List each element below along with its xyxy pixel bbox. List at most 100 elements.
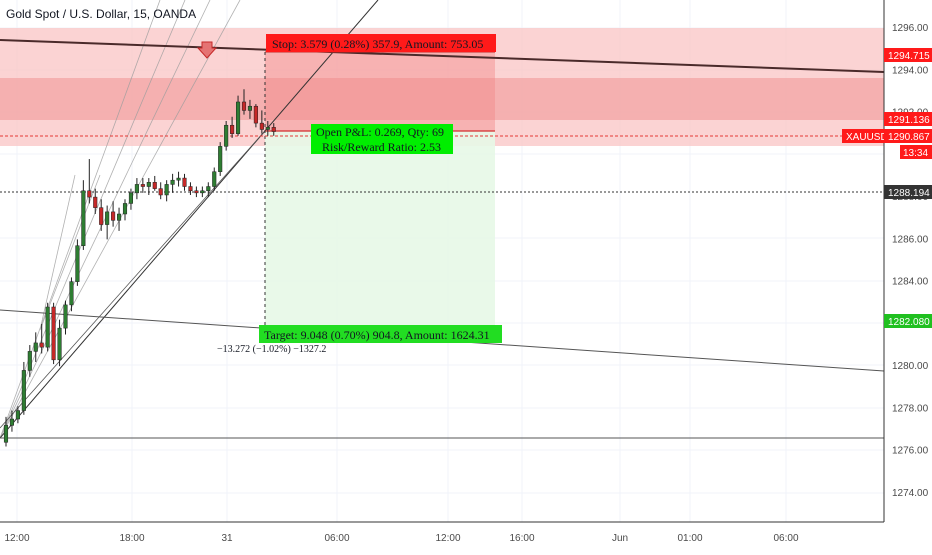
time-axis-ticks: 12:00 18:00 31 06:00 12:00 16:00 Jun 01:00 06:00 <box>4 533 798 544</box>
candle[interactable] <box>265 121 270 136</box>
risk-reward-label: Risk/Reward Ratio: 2.53 <box>322 140 441 154</box>
candle[interactable] <box>105 205 110 240</box>
candle[interactable] <box>122 199 128 221</box>
candle[interactable] <box>21 361 26 415</box>
candle-body-down <box>51 306 56 361</box>
ascending-trendline-inner[interactable] <box>0 130 266 429</box>
candle[interactable] <box>236 95 241 136</box>
stop-price-tag <box>884 48 932 62</box>
candle[interactable] <box>128 188 133 210</box>
candle[interactable] <box>182 173 187 191</box>
price-tick-label: 1284.00 <box>892 277 929 288</box>
candle[interactable] <box>176 171 181 187</box>
candle[interactable] <box>15 406 20 424</box>
down-arrow-marker[interactable] <box>196 41 218 59</box>
candle[interactable] <box>259 110 264 134</box>
candle-body-up <box>45 306 50 348</box>
candle-body-down <box>253 105 258 124</box>
time-tick-label: 18:00 <box>119 533 144 544</box>
candle[interactable] <box>27 345 32 377</box>
candle-body-up <box>63 304 68 329</box>
crosshair-price-tag <box>884 185 932 199</box>
candle[interactable] <box>39 323 44 354</box>
candle-body-up <box>134 184 139 194</box>
candle[interactable] <box>63 300 68 335</box>
candle[interactable] <box>230 116 235 138</box>
candle[interactable] <box>134 178 139 200</box>
candle[interactable] <box>45 302 50 352</box>
candle[interactable] <box>146 178 151 195</box>
time-tick-label: 16:00 <box>509 533 534 544</box>
candle[interactable] <box>188 182 193 195</box>
candle-body-up <box>236 101 241 134</box>
candle[interactable] <box>247 99 252 119</box>
target-price-text: 1282.080 <box>888 317 930 328</box>
price-axis[interactable] <box>884 0 932 522</box>
candle[interactable] <box>117 207 122 231</box>
candle[interactable] <box>9 410 14 432</box>
candle[interactable] <box>111 201 116 227</box>
candle-body-down <box>188 186 193 191</box>
candlesticks[interactable] <box>3 89 276 447</box>
candle[interactable] <box>218 142 223 176</box>
candle[interactable] <box>69 277 74 312</box>
candle-body-down <box>194 190 199 194</box>
price-tick-label: 1280.00 <box>892 361 929 372</box>
profit-target-zone[interactable] <box>265 131 495 326</box>
candle-body-up <box>27 351 32 371</box>
candle[interactable] <box>224 121 229 151</box>
open-price-tag <box>884 112 932 126</box>
candle[interactable] <box>33 332 38 362</box>
candle-body-down <box>182 177 187 187</box>
stop-label-box[interactable] <box>266 34 496 52</box>
crosshair-price-text: 1288.194 <box>888 188 930 199</box>
candle[interactable] <box>194 186 199 198</box>
candle[interactable] <box>200 186 205 198</box>
time-tick-label: 06:00 <box>773 533 798 544</box>
candle-body-up <box>3 425 9 443</box>
candle[interactable] <box>87 159 92 204</box>
candle[interactable] <box>99 199 104 231</box>
symbol-title: Gold Spot / U.S. Dollar, 15, OANDA <box>6 7 196 21</box>
candle[interactable] <box>241 89 247 115</box>
candle-body-up <box>81 190 86 246</box>
candle-body-up <box>69 281 74 306</box>
candle[interactable] <box>3 416 9 447</box>
candle[interactable] <box>140 178 145 193</box>
candle-body-up <box>15 410 20 420</box>
candle-body-up <box>57 327 62 361</box>
candle[interactable] <box>170 173 175 193</box>
candle[interactable] <box>81 180 86 250</box>
resistance-zone-core[interactable] <box>0 78 884 120</box>
candle[interactable] <box>152 175 157 191</box>
candle[interactable] <box>164 180 169 202</box>
ascending-trendline[interactable] <box>0 0 379 439</box>
candle[interactable] <box>93 188 98 214</box>
candle[interactable] <box>57 319 62 367</box>
price-tick-label: 1274.00 <box>892 488 929 499</box>
candle[interactable] <box>75 239 80 286</box>
candle-body-up <box>170 179 175 185</box>
candle[interactable] <box>206 182 211 198</box>
descending-resistance-line[interactable] <box>0 39 885 73</box>
time-tick-label: Jun <box>612 533 628 544</box>
candle[interactable] <box>253 104 258 128</box>
stop-loss-zone[interactable] <box>265 52 495 131</box>
pnl-label-box[interactable] <box>311 124 453 154</box>
candle-body-down <box>93 196 98 208</box>
candle-body-up <box>218 146 223 172</box>
candle[interactable] <box>212 167 217 191</box>
time-axis[interactable] <box>0 522 884 550</box>
candle[interactable] <box>51 302 56 365</box>
candle[interactable] <box>271 123 276 136</box>
measure-label: −13.272 (−1.02%) −1327.2 <box>217 344 326 355</box>
candle-body-down <box>152 182 157 189</box>
candle-body-down <box>259 122 264 130</box>
candle[interactable] <box>158 182 163 200</box>
symbol-tag <box>842 129 884 143</box>
candle-body-down <box>230 124 235 134</box>
target-label-box[interactable] <box>259 325 502 343</box>
candle-body-up <box>117 213 122 221</box>
